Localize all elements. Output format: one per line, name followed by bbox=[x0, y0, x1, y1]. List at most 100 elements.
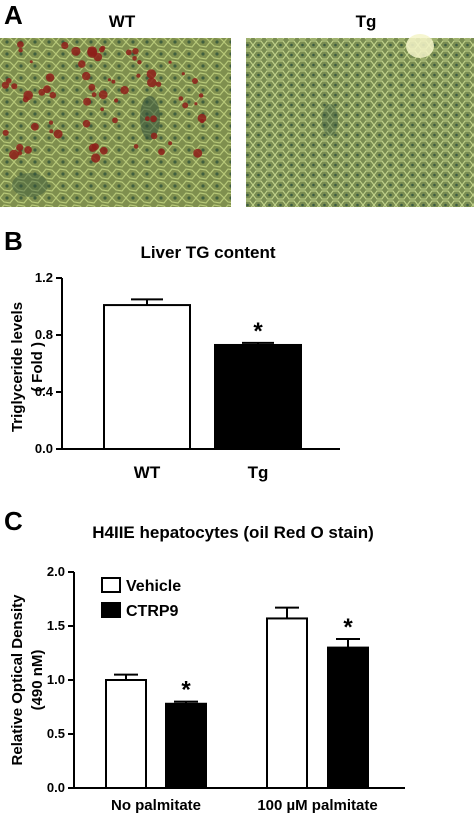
lipid-droplet bbox=[24, 146, 32, 154]
bar-ctrp9 bbox=[327, 646, 369, 789]
lipid-droplet bbox=[18, 48, 23, 53]
panel-c-letter: C bbox=[4, 506, 23, 536]
lipid-droplet bbox=[200, 119, 205, 124]
lipid-droplet bbox=[99, 47, 105, 53]
legend-swatch bbox=[101, 602, 121, 618]
lipid-droplet bbox=[49, 129, 54, 134]
lipid-droplet bbox=[78, 60, 86, 68]
lipid-droplets bbox=[1, 41, 207, 163]
panel-a-letter: A bbox=[4, 0, 23, 30]
legend-swatch bbox=[101, 577, 121, 593]
lipid-droplet bbox=[112, 117, 118, 124]
category-label: 100 µM palmitate bbox=[257, 797, 377, 814]
lipid-droplet bbox=[91, 153, 101, 163]
lipid-droplet bbox=[31, 122, 39, 131]
lipid-droplet bbox=[17, 41, 24, 48]
lipid-droplet bbox=[146, 69, 157, 79]
lipid-droplet bbox=[181, 72, 185, 76]
y-tick-label: 0.4 bbox=[35, 384, 54, 399]
chart-c-title: H4IIE hepatocytes (oil Red O stain) bbox=[92, 523, 374, 542]
lipid-droplet bbox=[82, 71, 91, 81]
y-tick-label: 0.0 bbox=[35, 441, 53, 456]
legend-label: CTRP9 bbox=[126, 603, 179, 620]
lipid-droplet bbox=[137, 60, 142, 65]
lipid-droplet bbox=[71, 46, 81, 56]
y-tick-label: 0.5 bbox=[47, 726, 65, 741]
lipid-droplet bbox=[178, 96, 184, 101]
lipid-droplet bbox=[98, 90, 108, 100]
lipid-droplet bbox=[182, 102, 189, 109]
lipid-droplet bbox=[150, 132, 158, 140]
bar-wt bbox=[103, 304, 191, 451]
lipid-droplet bbox=[88, 143, 97, 152]
lipid-droplet bbox=[16, 143, 24, 152]
lipid-droplet bbox=[22, 96, 29, 103]
lipid-droplet bbox=[99, 146, 108, 155]
y-tick-label: 1.2 bbox=[35, 270, 53, 285]
lipid-droplet bbox=[53, 129, 63, 139]
lipid-droplet bbox=[120, 86, 129, 95]
lipid-droplet bbox=[107, 78, 112, 82]
lipid-droplet bbox=[132, 56, 137, 61]
panel-b-letter: B bbox=[4, 226, 23, 256]
y-tick-label: 2.0 bbox=[47, 564, 65, 579]
lipid-droplet bbox=[168, 141, 173, 146]
lipid-droplet bbox=[82, 119, 91, 128]
lipid-droplet bbox=[155, 81, 162, 87]
category-label: Tg bbox=[248, 463, 269, 482]
lipid-droplet bbox=[1, 81, 9, 89]
chart-c-ylabel: Relative Optical Density bbox=[9, 594, 26, 766]
micrograph-wt bbox=[0, 38, 231, 207]
lipid-droplet bbox=[168, 60, 172, 64]
y-tick-label: 0.0 bbox=[47, 780, 65, 795]
bar-ctrp9 bbox=[165, 702, 207, 790]
legend-label: Vehicle bbox=[126, 578, 181, 595]
lipid-droplet bbox=[193, 148, 203, 158]
y-tick-label: 1.0 bbox=[47, 672, 65, 687]
y-tick-label: 1.5 bbox=[47, 618, 65, 633]
lipid-droplet bbox=[192, 78, 198, 84]
lipid-droplet bbox=[150, 115, 157, 123]
bar-tg bbox=[214, 343, 302, 451]
lipid-droplet bbox=[29, 60, 33, 64]
chart-b: 0.0 0.4 0.8 1.2 WT * Tg bbox=[35, 270, 340, 482]
lipid-droplet bbox=[91, 92, 97, 98]
panel-a-wt-label: WT bbox=[109, 12, 136, 31]
chart-b-ylabel: Triglyceride levels bbox=[9, 302, 26, 432]
category-label: WT bbox=[134, 463, 161, 482]
lipid-droplet bbox=[43, 85, 51, 94]
lipid-droplet bbox=[136, 73, 141, 78]
lipid-droplet bbox=[93, 52, 103, 62]
category-label: No palmitate bbox=[111, 797, 201, 814]
lipid-droplet bbox=[2, 129, 9, 136]
chart-b-title: Liver TG content bbox=[140, 243, 275, 262]
panel-a-tg-label: Tg bbox=[356, 12, 377, 31]
lipid-droplet bbox=[17, 150, 23, 156]
chart-c: 0.0 0.5 1.0 1.5 2.0 * * Vehicle CTRP9 No palmitat… bbox=[47, 564, 405, 814]
bar-vehicle bbox=[266, 617, 308, 789]
lipid-droplet bbox=[61, 41, 69, 50]
lipid-droplet bbox=[45, 73, 55, 82]
significance-star: * bbox=[343, 614, 353, 641]
significance-star: * bbox=[253, 318, 263, 345]
lipid-droplet bbox=[9, 149, 19, 160]
lipid-droplet bbox=[145, 116, 150, 122]
chart-b-ylabel-2: ( Fold ) bbox=[29, 342, 46, 392]
y-tick-label: 0.8 bbox=[35, 327, 53, 342]
lipid-droplet bbox=[114, 98, 119, 103]
lipid-droplet bbox=[11, 83, 18, 90]
lipid-droplet bbox=[125, 49, 132, 56]
bar-vehicle bbox=[105, 679, 147, 789]
lipid-droplet bbox=[194, 102, 198, 106]
lipid-droplet bbox=[87, 46, 97, 56]
significance-star: * bbox=[181, 677, 191, 704]
lipid-droplet bbox=[133, 144, 139, 149]
lipid-droplet bbox=[88, 83, 96, 91]
lipid-droplet bbox=[100, 107, 104, 112]
lipid-droplet bbox=[197, 113, 207, 123]
lipid-droplet bbox=[147, 77, 157, 88]
lipid-droplet bbox=[198, 93, 204, 98]
lipid-droplet bbox=[158, 148, 165, 156]
lipid-droplet bbox=[83, 97, 92, 106]
